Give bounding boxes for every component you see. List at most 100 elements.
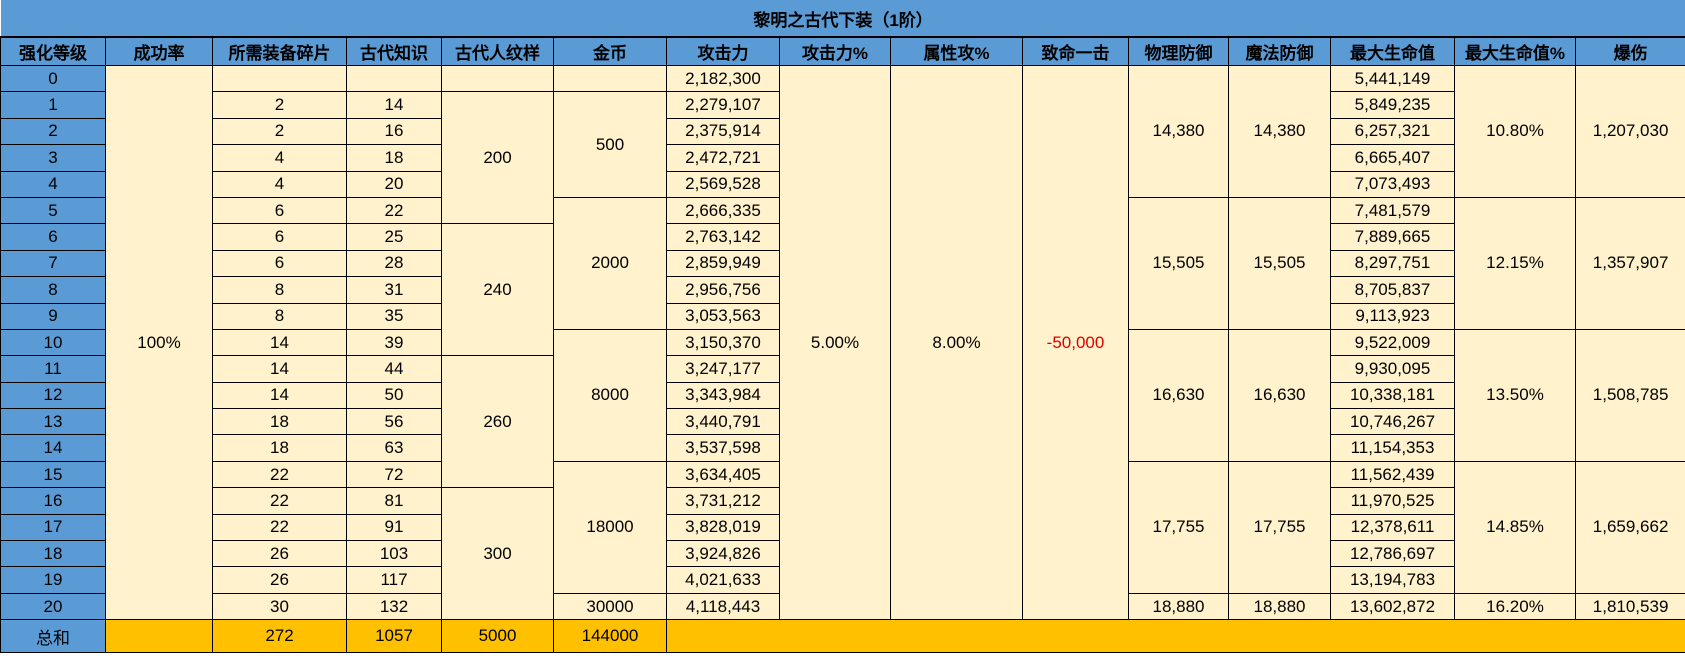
table-row: 20 30 132 30000 4,118,443 18,880 18,880 13,602,… [0, 592, 1685, 621]
knowledge-cell: 56 [346, 408, 442, 436]
total-row: 总和 272 1057 5000 144000 [0, 619, 1685, 654]
column-header: 攻击力 [666, 36, 780, 66]
fragments-cell: 8 [212, 276, 347, 304]
attack-cell: 4,118,443 [666, 592, 780, 621]
knowledge-cell: 28 [346, 249, 442, 278]
fragments-cell: 18 [212, 408, 347, 436]
column-header: 属性攻% [890, 36, 1023, 66]
attack-cell: 3,731,212 [666, 487, 780, 515]
level-cell: 18 [0, 540, 106, 568]
attack-cell: 3,440,791 [666, 408, 780, 436]
level-cell: 1 [0, 91, 106, 119]
knowledge-cell: 31 [346, 276, 442, 304]
level-cell: 12 [0, 381, 106, 410]
fragments-cell: 6 [212, 223, 347, 251]
pattern-cell [441, 64, 554, 93]
knowledge-cell: 16 [346, 117, 442, 146]
phys-def-cell: 18,880 [1128, 592, 1229, 621]
table-row: 19 26 117 4,021,633 13,194,783 [0, 566, 1685, 594]
table-row: 15 22 72 18000 3,634,405 17,755 17,755 11,562,4… [0, 460, 1685, 594]
knowledge-cell: 103 [346, 540, 442, 568]
total-gold: 144000 [553, 619, 667, 654]
attack-cell: 2,859,949 [666, 249, 780, 278]
max-hp-cell: 7,481,579 [1330, 196, 1455, 225]
table-row: 10 14 39 8000 3,150,370 16,630 16,630 9,522,009… [0, 328, 1685, 462]
knowledge-cell: 35 [346, 302, 442, 330]
total-label: 总和 [0, 619, 106, 654]
attack-cell: 2,375,914 [666, 117, 780, 146]
total-empty [665, 619, 1685, 654]
magic-def-cell: 17,755 [1228, 460, 1331, 594]
max-hp-cell: 6,665,407 [1330, 144, 1455, 172]
column-header: 强化等级 [0, 36, 106, 66]
fragments-cell: 14 [212, 381, 347, 410]
level-cell: 16 [0, 487, 106, 515]
max-hp-cell: 6,257,321 [1330, 117, 1455, 146]
max-hp-cell: 5,441,149 [1330, 64, 1455, 93]
fragments-cell: 8 [212, 302, 347, 330]
max-hp-cell: 8,297,751 [1330, 249, 1455, 278]
attack-cell: 3,634,405 [666, 460, 780, 489]
phys-def-cell: 16,630 [1128, 328, 1229, 462]
table-row: 14 18 63 3,537,598 11,154,353 [0, 434, 1685, 462]
knowledge-cell: 20 [346, 170, 442, 198]
attack-cell: 2,956,756 [666, 276, 780, 304]
level-cell: 10 [0, 328, 106, 357]
knowledge-cell [346, 64, 442, 93]
attr-attack-pct-cell: 8.00% [890, 64, 1023, 621]
fragments-cell: 30 [212, 592, 347, 621]
crit-dmg-cell: 1,659,662 [1574, 460, 1685, 594]
pattern-cell: 200 [441, 91, 554, 225]
crit-dmg-cell: 1,357,907 [1574, 196, 1685, 330]
attack-cell: 3,343,984 [666, 381, 780, 410]
fragments-cell: 6 [212, 196, 347, 225]
attack-cell: 3,247,177 [666, 355, 780, 383]
knowledge-cell: 25 [346, 223, 442, 251]
table-row: 1 2 14 200 500 2,279,107 5,849,235 [0, 91, 1685, 225]
attack-cell: 3,828,019 [666, 513, 780, 542]
max-hp-cell: 11,562,439 [1330, 460, 1455, 489]
hp-pct-cell: 14.85% [1454, 460, 1576, 594]
crit-dmg-cell: 1,810,539 [1574, 592, 1685, 621]
table-row: 9 8 35 3,053,563 9,113,923 [0, 302, 1685, 330]
attack-cell: 2,666,335 [666, 196, 780, 225]
level-cell: 4 [0, 170, 106, 198]
level-cell: 9 [0, 302, 106, 330]
fragments-cell: 26 [212, 540, 347, 568]
knowledge-cell: 18 [346, 144, 442, 172]
total-pattern: 5000 [441, 619, 554, 654]
level-cell: 3 [0, 144, 106, 172]
hp-pct-cell: 16.20% [1454, 592, 1576, 621]
knowledge-cell: 91 [346, 513, 442, 542]
magic-def-cell: 18,880 [1228, 592, 1331, 621]
level-cell: 2 [0, 117, 106, 146]
table-row: 0 100% 2,182,300 5.00% 8.00% -50,000 14,380 14,… [0, 64, 1685, 621]
crit-cell: -50,000 [1022, 64, 1129, 621]
knowledge-cell: 132 [346, 592, 442, 621]
knowledge-cell: 14 [346, 91, 442, 119]
knowledge-cell: 39 [346, 328, 442, 357]
max-hp-cell: 9,113,923 [1330, 302, 1455, 330]
column-header: 攻击力% [779, 36, 891, 66]
level-cell: 6 [0, 223, 106, 251]
phys-def-cell: 14,380 [1128, 65, 1229, 198]
column-header: 所需装备碎片 [212, 36, 347, 66]
hp-pct-cell: 10.80% [1454, 65, 1576, 198]
max-hp-cell: 11,970,525 [1330, 487, 1455, 515]
level-cell: 8 [0, 276, 106, 304]
fragments-cell: 2 [212, 91, 347, 119]
max-hp-cell: 5,849,235 [1330, 91, 1455, 119]
max-hp-cell: 13,602,872 [1330, 592, 1455, 621]
pattern-cell: 240 [441, 223, 554, 357]
fragments-cell: 22 [212, 513, 347, 542]
header-row: 强化等级 成功率 所需装备碎片 古代知识 古代人纹样 金币 攻击力 攻击力% 属性攻% 致命一击物… [0, 36, 1685, 66]
level-cell: 0 [0, 64, 106, 93]
table-row: 17 22 91 3,828,019 12,378,611 [0, 513, 1685, 542]
max-hp-cell: 10,338,181 [1330, 381, 1455, 410]
column-header: 爆伤 [1574, 36, 1685, 66]
level-cell: 20 [0, 592, 106, 621]
table-title: 黎明之古代下装（1阶） [0, 0, 1685, 38]
attack-cell: 3,537,598 [666, 434, 780, 462]
fragments-cell: 14 [212, 328, 347, 357]
